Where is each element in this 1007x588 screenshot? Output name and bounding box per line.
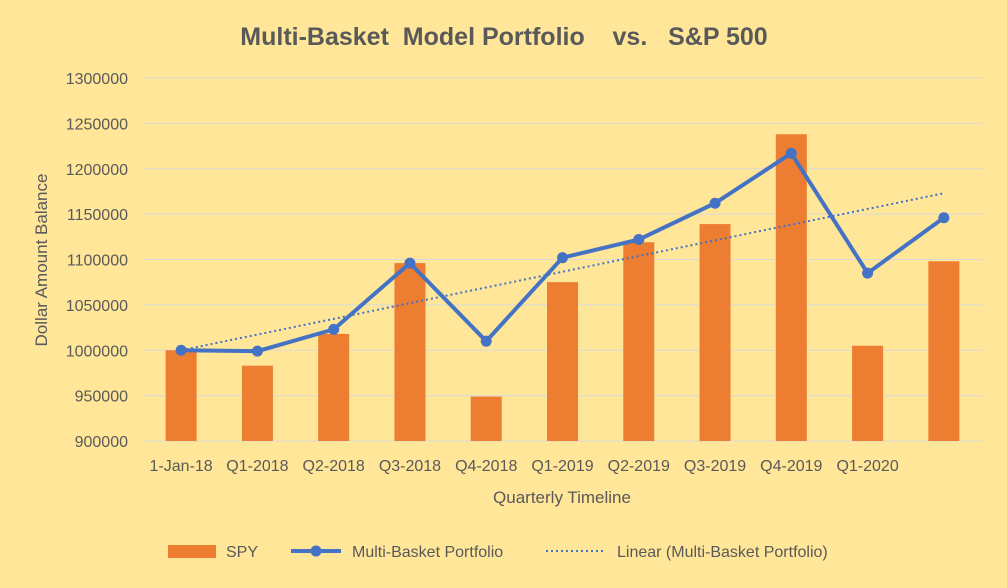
y-tick-label-0: 900000 <box>75 434 128 451</box>
y-tick-label-4: 1100000 <box>67 253 128 270</box>
legend-label-spy: SPY <box>226 544 258 561</box>
legend-item-portfolio[interactable]: Multi-Basket Portfolio <box>291 544 503 561</box>
chart-title: Multi-Basket Model Portfolio vs. S&P 500 <box>240 23 767 51</box>
x-tick-label-6: Q2-2019 <box>608 458 670 475</box>
x-tick-label-7: Q3-2019 <box>684 458 746 475</box>
legend-label-portfolio: Multi-Basket Portfolio <box>352 544 503 561</box>
spy-bar-5[interactable] <box>547 282 578 441</box>
spy-bar-3[interactable] <box>394 263 426 441</box>
spy-bar-2[interactable] <box>318 333 350 441</box>
portfolio-point-1[interactable] <box>251 345 263 357</box>
legend-swatch-spy <box>168 545 216 558</box>
x-tick-label-0: 1-Jan-18 <box>150 458 213 475</box>
legend-swatch-portfolio-marker <box>310 545 322 557</box>
portfolio-point-5[interactable] <box>557 252 568 264</box>
y-tick-label-7: 1250000 <box>66 116 128 133</box>
spy-bar-9[interactable] <box>852 345 884 441</box>
y-tick-label-1: 950000 <box>75 389 128 406</box>
spy-bar-4[interactable] <box>470 396 502 441</box>
portfolio-point-3[interactable] <box>404 257 416 269</box>
portfolio-point-7[interactable] <box>709 197 721 209</box>
y-tick-label-5: 1150000 <box>67 207 128 224</box>
x-tick-label-4: Q4-2018 <box>455 458 517 475</box>
y-tick-label-8: 1300000 <box>66 71 128 88</box>
portfolio-point-8[interactable] <box>785 147 797 159</box>
x-axis-label: Quarterly Timeline <box>493 488 631 507</box>
x-tick-label-1: Q1-2018 <box>226 458 288 475</box>
portfolio-point-0[interactable] <box>175 344 187 356</box>
spy-bar-0[interactable] <box>165 350 197 441</box>
portfolio-point-6[interactable] <box>633 234 645 246</box>
x-tick-label-3: Q3-2018 <box>379 458 441 475</box>
legend: SPY Multi-Basket Portfolio Linear (Multi… <box>168 544 828 561</box>
x-tick-label-5: Q1-2019 <box>531 458 593 475</box>
portfolio-point-10[interactable] <box>938 212 950 224</box>
y-tick-label-3: 1050000 <box>66 298 128 315</box>
portfolio-point-2[interactable] <box>328 323 340 335</box>
legend-label-trendline: Linear (Multi-Basket Portfolio) <box>617 544 828 561</box>
y-tick-labels: 900000 950000 1000000 1050000 1100000 1150000… <box>66 71 128 451</box>
x-tick-label-8: Q4-2019 <box>760 458 822 475</box>
x-tick-label-9: Q1-2020 <box>836 458 898 475</box>
y-tick-label-6: 1200000 <box>66 162 128 179</box>
spy-bar-8[interactable] <box>775 134 807 441</box>
y-tick-label-2: 1000000 <box>66 343 128 360</box>
spy-bar-1[interactable] <box>241 365 273 441</box>
spy-bar-10[interactable] <box>928 261 960 441</box>
portfolio-line <box>175 147 950 357</box>
legend-item-spy[interactable]: SPY <box>168 544 258 561</box>
x-tick-labels: 1-Jan-18 Q1-2018 Q2-2018 Q3-2018 Q4-2018 Q1-2… <box>150 458 899 475</box>
portfolio-point-4[interactable] <box>480 335 492 347</box>
x-tick-label-2: Q2-2018 <box>303 458 365 475</box>
spy-bar-6[interactable] <box>623 242 655 441</box>
portfolio-point-9[interactable] <box>862 267 874 279</box>
y-axis-label: Dollar Amount Balance <box>32 174 51 347</box>
legend-item-trendline[interactable]: Linear (Multi-Basket Portfolio) <box>546 544 828 561</box>
spy-bar-7[interactable] <box>699 224 731 441</box>
spy-bars <box>165 134 960 441</box>
